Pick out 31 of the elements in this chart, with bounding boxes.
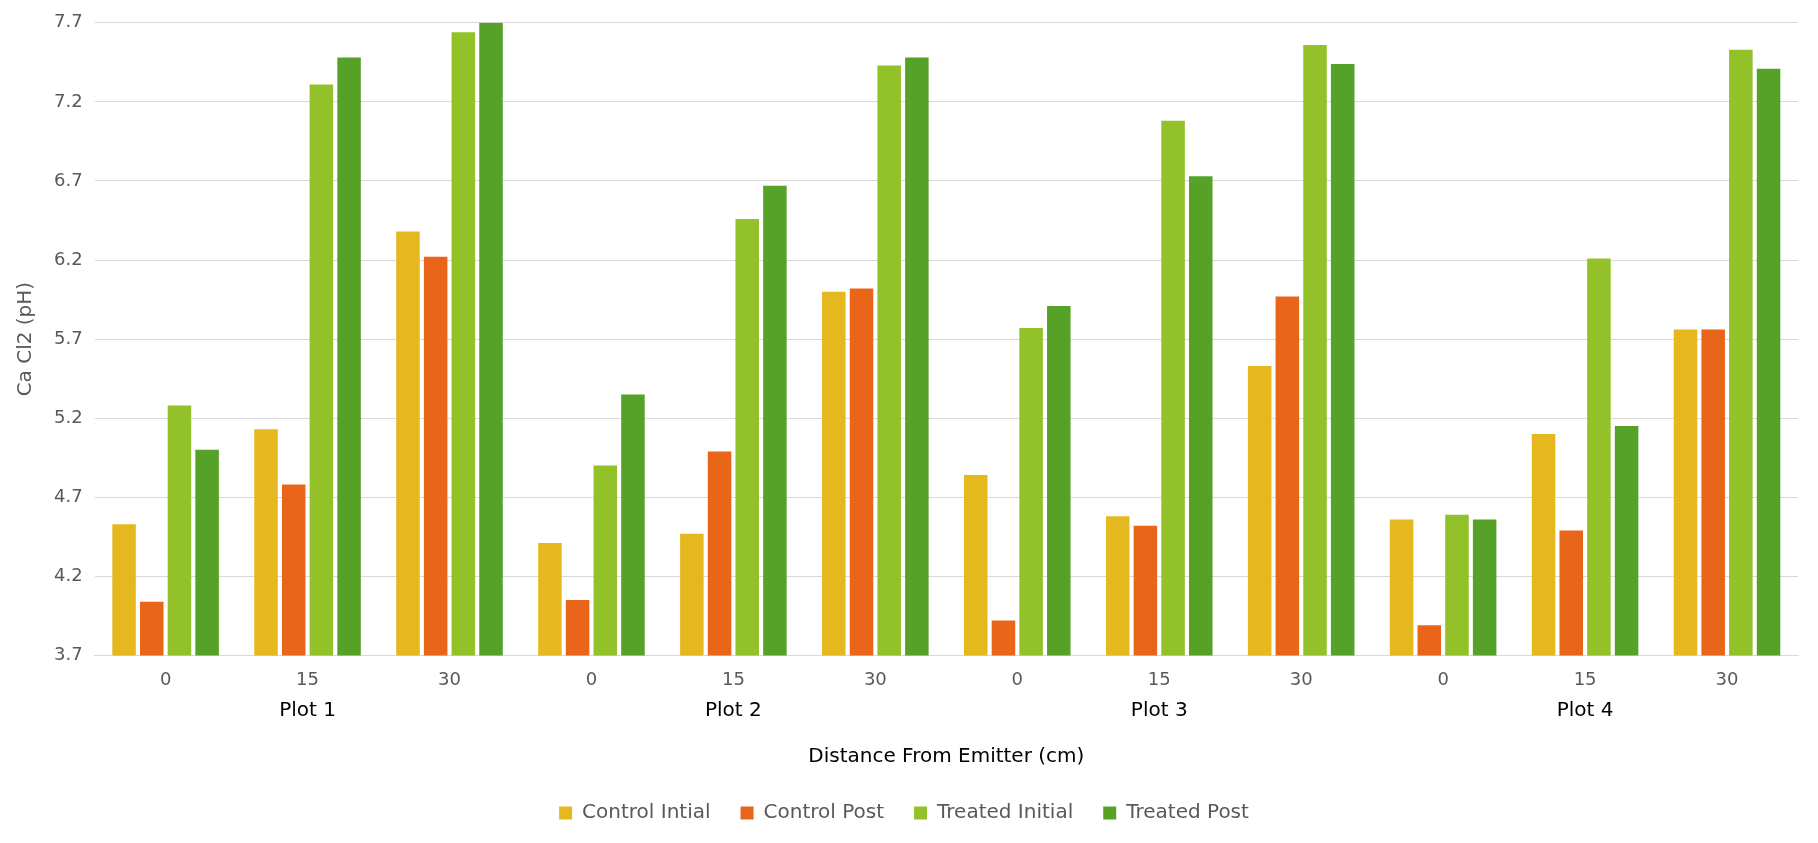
y-tick-label: 7.2 <box>53 89 83 111</box>
y-tick-label: 4.7 <box>53 484 83 506</box>
x-tick-label: 30 <box>1289 667 1313 689</box>
y-tick-label: 5.7 <box>53 326 83 348</box>
x-tick-label: 0 <box>1437 667 1449 689</box>
x-tick-label: 0 <box>159 667 172 689</box>
text: Plot 1 <box>279 696 336 721</box>
x-tick-label: 15 <box>1573 667 1597 689</box>
text: Plot 2 <box>705 696 762 721</box>
x-tick-label: 0 <box>1011 667 1024 689</box>
y-tick-label: 4.2 <box>53 564 83 585</box>
y-tick-label: 6.2 <box>53 247 83 269</box>
x-tick-label: 15 <box>296 667 319 689</box>
y-tick-label: 3.7 <box>53 643 83 665</box>
text: Plot 4 <box>1556 696 1614 721</box>
y-tick-label: 5.2 <box>53 405 83 427</box>
x-axis-title: Distance From Emitter (cm) <box>808 743 1085 768</box>
legend-label: Control Post <box>763 799 885 824</box>
x-tick-label: 0 <box>585 667 598 689</box>
y-tick-label: 6.7 <box>53 168 83 190</box>
y-axis-title: Ca Cl2 (pH) <box>12 281 37 397</box>
x-tick-label: 30 <box>1715 667 1739 689</box>
text: Plot 3 <box>1130 696 1188 721</box>
legend-label: Treated Initial <box>936 799 1074 824</box>
y-tick-label: 7.7 <box>53 10 83 32</box>
x-tick-label: 15 <box>1147 667 1171 689</box>
x-tick-label: 15 <box>721 667 745 689</box>
legend-label: Treated Post <box>1125 799 1250 824</box>
legend-label: Control Intial <box>582 799 711 824</box>
x-tick-label: 30 <box>438 667 461 689</box>
x-tick-label: 30 <box>863 667 887 689</box>
